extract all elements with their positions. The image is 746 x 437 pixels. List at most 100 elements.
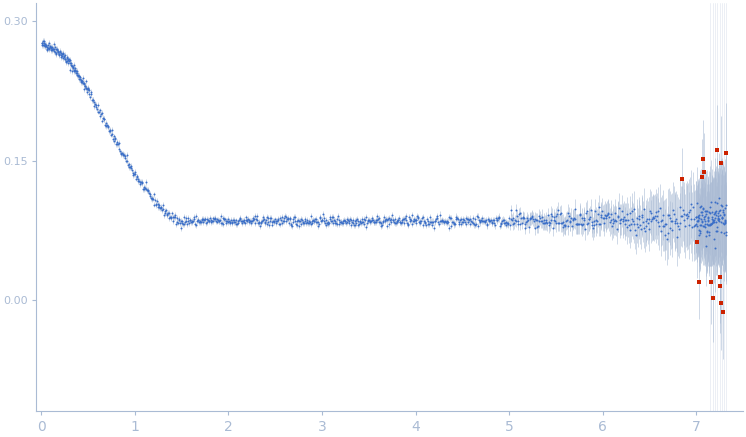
Point <box>142 186 154 193</box>
Point <box>329 220 341 227</box>
Point <box>711 223 723 230</box>
Point <box>461 216 473 223</box>
Point <box>206 218 218 225</box>
Point <box>349 217 361 224</box>
Point <box>607 220 619 227</box>
Point <box>425 218 437 225</box>
Point <box>705 278 717 285</box>
Point <box>95 113 107 120</box>
Point <box>715 228 727 235</box>
Point <box>322 221 333 228</box>
Point <box>715 283 727 290</box>
Point <box>463 218 474 225</box>
Point <box>116 150 128 157</box>
Point <box>428 224 440 231</box>
Point <box>280 213 292 220</box>
Point <box>60 55 72 62</box>
Point <box>709 209 721 216</box>
Point <box>325 215 336 222</box>
Point <box>77 77 89 84</box>
Point <box>63 56 75 63</box>
Point <box>269 216 281 223</box>
Point <box>262 215 274 222</box>
Point <box>639 225 651 232</box>
Point <box>494 222 506 229</box>
Point <box>78 86 90 93</box>
Point <box>90 100 101 107</box>
Point <box>88 99 100 106</box>
Point <box>682 212 694 219</box>
Point <box>63 60 75 67</box>
Point <box>90 104 101 111</box>
Point <box>654 218 666 225</box>
Point <box>288 214 300 221</box>
Point <box>492 215 504 222</box>
Point <box>489 216 501 223</box>
Point <box>140 179 152 186</box>
Point <box>693 214 705 221</box>
Point <box>554 211 565 218</box>
Point <box>59 52 71 59</box>
Point <box>37 40 48 47</box>
Point <box>641 218 653 225</box>
Point <box>213 217 225 224</box>
Point <box>592 211 604 218</box>
Point <box>212 217 224 224</box>
Point <box>186 218 198 225</box>
Point <box>476 218 488 225</box>
Point <box>177 218 189 225</box>
Point <box>286 222 298 229</box>
Point <box>640 222 652 229</box>
Point <box>642 215 654 222</box>
Point <box>544 219 556 226</box>
Point <box>239 216 251 223</box>
Point <box>242 218 254 225</box>
Point <box>43 39 55 46</box>
Point <box>95 109 107 116</box>
Point <box>698 213 709 220</box>
Point <box>685 216 697 223</box>
Point <box>533 213 545 220</box>
Point <box>369 216 381 223</box>
Point <box>216 220 228 227</box>
Point <box>309 218 321 225</box>
Point <box>586 222 598 229</box>
Point <box>520 218 532 225</box>
Point <box>639 228 651 235</box>
Point <box>319 221 331 228</box>
Point <box>546 213 558 220</box>
Point <box>480 222 492 229</box>
Point <box>357 219 369 226</box>
Point <box>418 218 430 225</box>
Point <box>236 220 248 227</box>
Point <box>718 204 730 211</box>
Point <box>501 221 513 228</box>
Point <box>636 212 648 218</box>
Point <box>43 45 54 52</box>
Point <box>630 215 642 222</box>
Point <box>139 184 151 191</box>
Point <box>704 221 716 228</box>
Point <box>214 216 226 223</box>
Point <box>188 214 200 221</box>
Point <box>122 157 134 164</box>
Point <box>596 207 608 214</box>
Point <box>333 216 345 223</box>
Point <box>605 211 617 218</box>
Point <box>537 220 549 227</box>
Point <box>600 213 612 220</box>
Point <box>339 218 351 225</box>
Point <box>69 67 81 74</box>
Point <box>113 146 125 153</box>
Point <box>92 101 104 108</box>
Point <box>247 216 259 223</box>
Point <box>601 212 613 218</box>
Point <box>234 215 246 222</box>
Point <box>307 219 319 226</box>
Point <box>491 216 503 223</box>
Point <box>609 216 621 223</box>
Point <box>514 220 526 227</box>
Point <box>692 212 704 219</box>
Point <box>703 217 715 224</box>
Point <box>181 221 193 228</box>
